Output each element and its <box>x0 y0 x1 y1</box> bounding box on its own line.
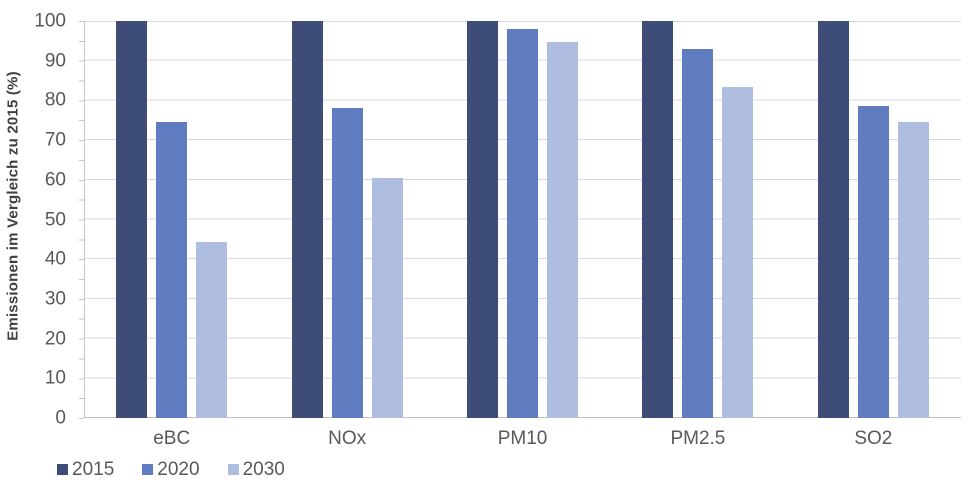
legend-label: 2020 <box>157 459 200 480</box>
y-tick-label: 0 <box>55 407 66 429</box>
bar-2020-ebc <box>156 122 188 418</box>
legend-swatch-icon <box>227 464 239 475</box>
y-tick-label: 10 <box>44 367 66 389</box>
legend-item-2020: 2020 <box>142 459 200 480</box>
bar-group-ebc <box>84 21 259 418</box>
y-tick-label: 20 <box>44 328 66 350</box>
legend-swatch-icon <box>57 464 68 475</box>
legend: 2015 2020 2030 <box>57 460 285 479</box>
bar-2015-so2 <box>817 21 849 418</box>
y-tick-label: 50 <box>44 209 66 230</box>
x-category-label: SO2 <box>854 428 893 449</box>
x-axis-category-labels: eBC NOx PM10 PM2.5 SO2 <box>84 428 961 451</box>
y-tick-label: 40 <box>44 248 66 270</box>
bar-2030-pm10 <box>547 42 579 418</box>
bar-group-pm25 <box>610 21 785 418</box>
bar-2020-pm10 <box>507 28 539 418</box>
bar-2020-so2 <box>857 106 889 418</box>
y-tick-label: 90 <box>44 50 66 72</box>
x-category-label: PM10 <box>497 428 548 449</box>
bar-groups <box>84 21 961 418</box>
bar-2015-ebc <box>116 21 148 418</box>
bar-2020-pm25 <box>682 48 714 418</box>
bar-2020-nox <box>331 108 363 418</box>
bar-2015-nox <box>291 21 323 418</box>
y-tick-label: 100 <box>34 10 66 32</box>
y-axis-tick-marks <box>79 21 84 419</box>
bar-group-so2 <box>786 21 961 418</box>
x-category-label: NOx <box>328 428 367 449</box>
y-tick-label: 30 <box>44 288 66 310</box>
y-tick-label: 60 <box>44 169 66 191</box>
bar-2015-pm10 <box>467 21 499 418</box>
x-category-label: PM2.5 <box>670 428 726 449</box>
bar-2015-pm25 <box>642 21 674 418</box>
y-tick-label: 80 <box>44 89 66 111</box>
bar-2030-so2 <box>897 122 929 418</box>
y-tick-label: 70 <box>44 129 66 151</box>
bar-2030-nox <box>371 177 403 418</box>
bar-group-pm10 <box>435 21 610 418</box>
legend-label: 2030 <box>242 459 285 480</box>
legend-label: 2015 <box>72 459 115 480</box>
legend-item-2015: 2015 <box>57 460 114 479</box>
bar-2030-pm25 <box>722 86 754 418</box>
bar-group-nox <box>259 21 434 418</box>
legend-swatch-icon <box>142 464 154 475</box>
y-axis-tick-labels: 0 10 20 30 40 50 60 70 80 90 100 <box>0 12 75 428</box>
bar-2030-ebc <box>196 242 228 418</box>
x-category-label: eBC <box>153 428 191 449</box>
legend-item-2030: 2030 <box>227 459 285 480</box>
